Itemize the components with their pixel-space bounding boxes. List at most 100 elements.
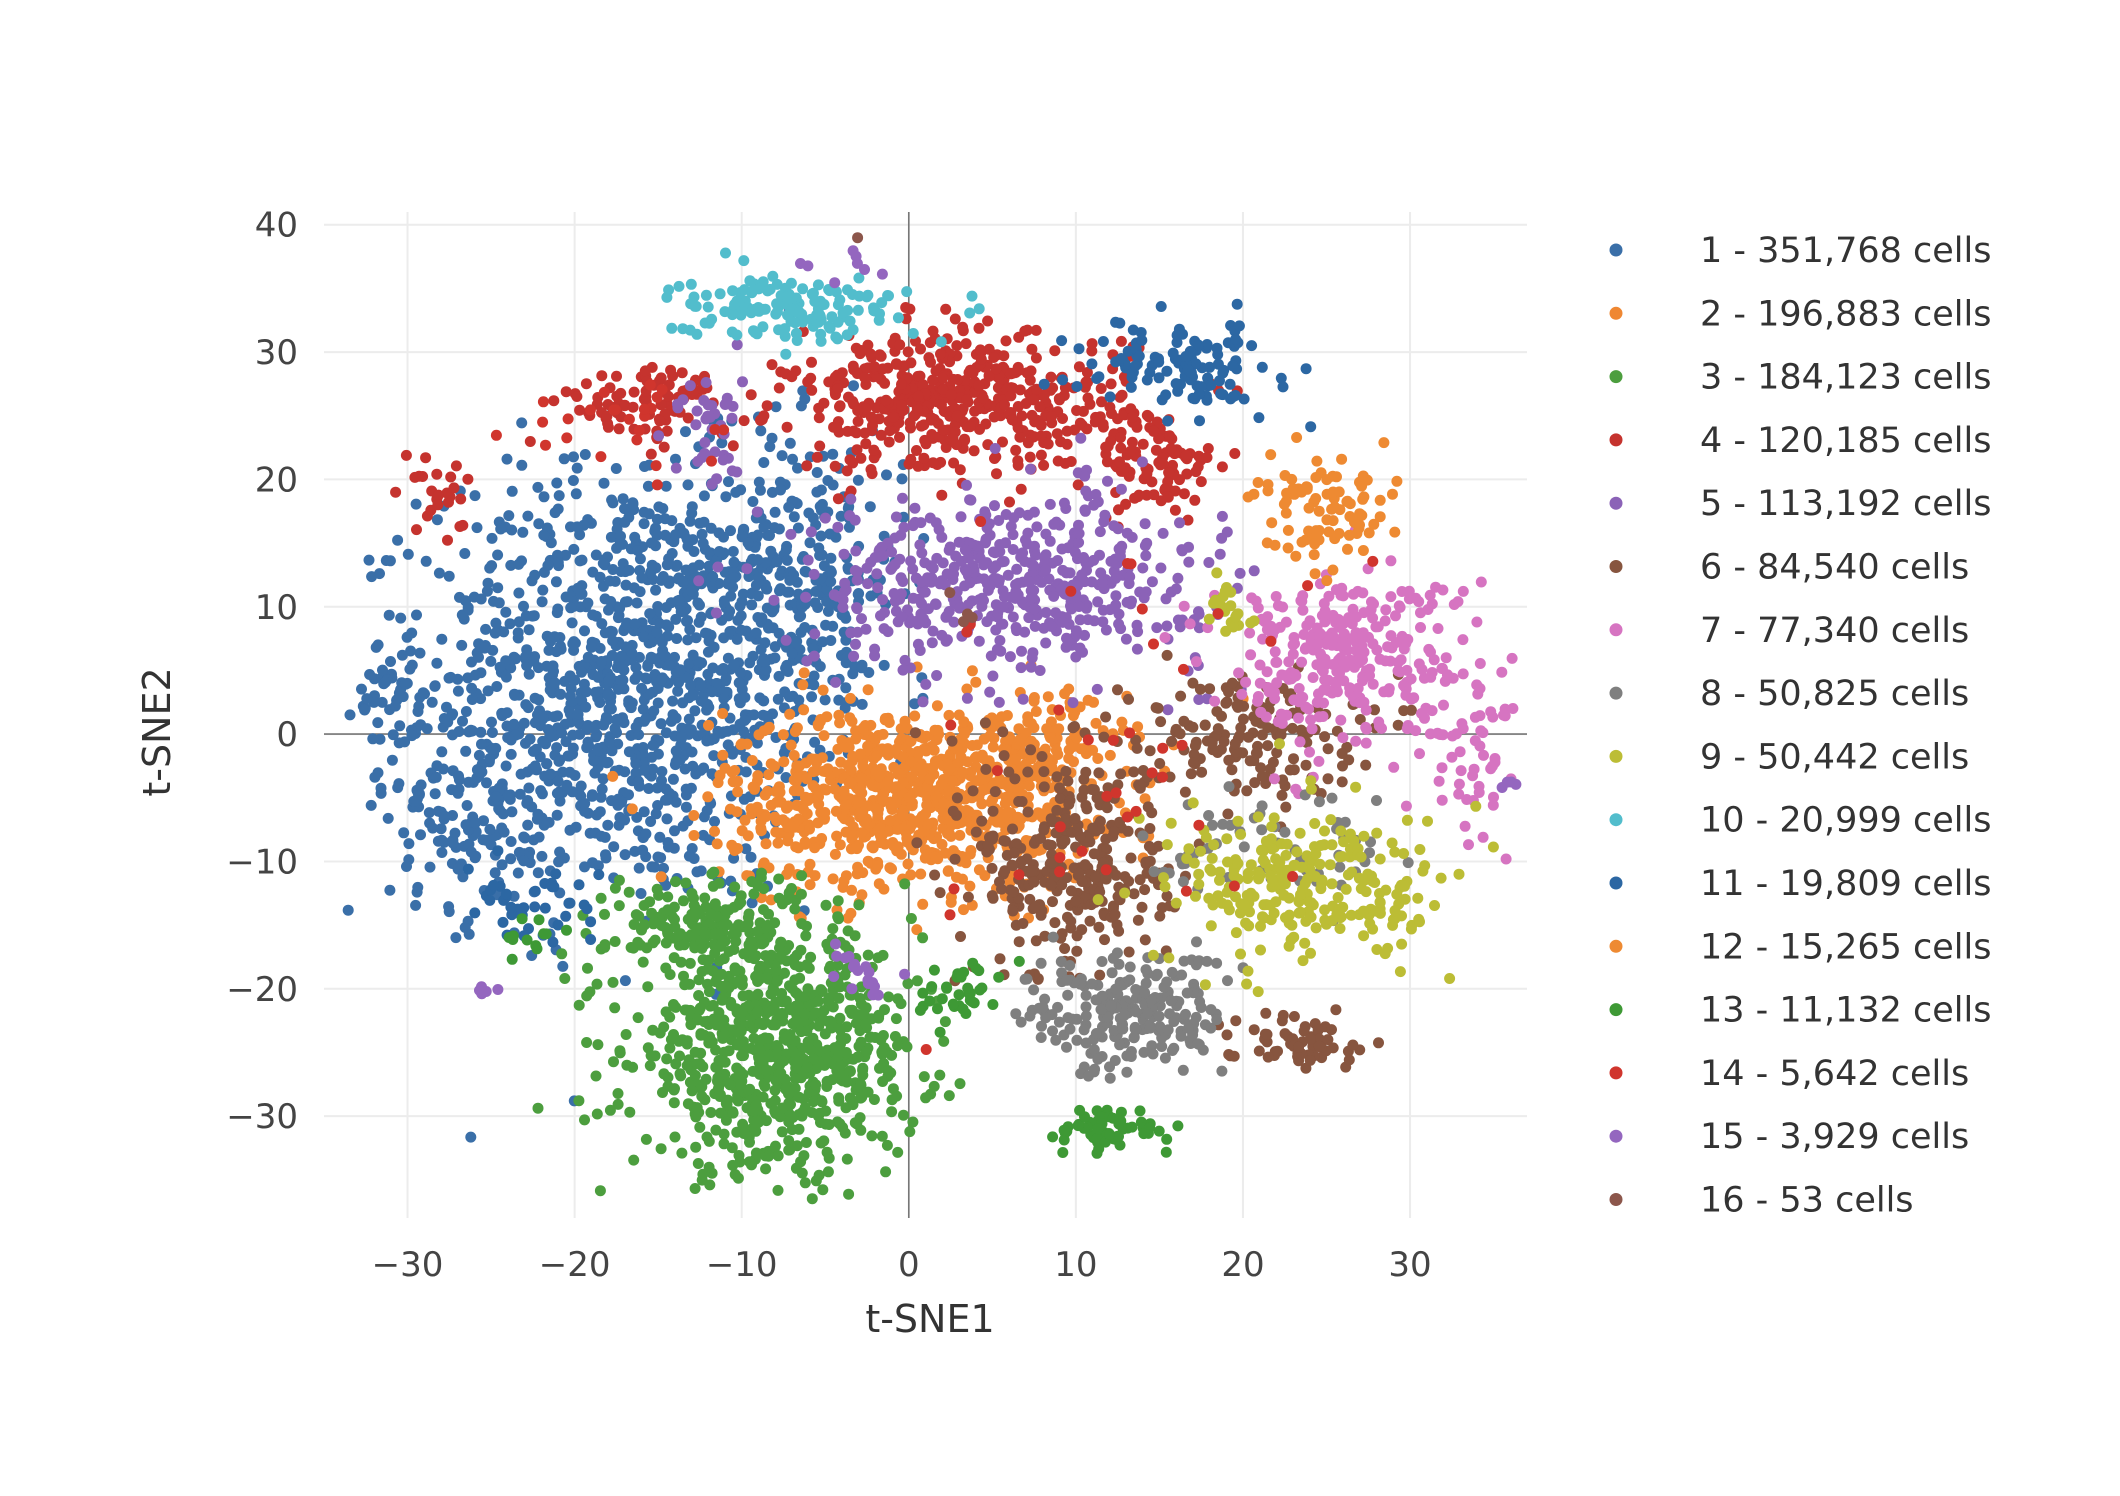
data-point	[813, 412, 825, 424]
data-point	[602, 819, 614, 831]
data-point	[755, 825, 767, 837]
data-point	[753, 476, 765, 488]
data-point	[699, 437, 711, 448]
data-point	[797, 385, 809, 397]
data-point	[804, 823, 815, 835]
data-point	[732, 1172, 744, 1184]
data-point	[755, 643, 767, 655]
data-point	[674, 664, 686, 676]
data-point	[555, 688, 567, 700]
data-point	[934, 887, 946, 899]
data-point	[1012, 455, 1024, 467]
data-point	[819, 512, 831, 524]
data-point	[811, 467, 823, 478]
data-point	[968, 445, 980, 457]
data-point	[737, 1118, 749, 1130]
data-point	[980, 535, 992, 547]
data-point	[704, 908, 716, 920]
data-point	[768, 594, 780, 606]
data-point	[485, 655, 497, 667]
data-point	[384, 884, 396, 896]
data-point	[954, 1078, 966, 1090]
data-point	[804, 879, 816, 891]
data-point	[716, 994, 728, 1006]
data-point	[758, 656, 770, 668]
data-point	[1073, 528, 1085, 539]
data-point	[815, 1117, 826, 1128]
data-point	[882, 1065, 894, 1076]
data-point	[426, 696, 438, 708]
data-point	[790, 841, 802, 853]
data-point	[662, 1071, 674, 1083]
data-point	[735, 1079, 746, 1091]
data-point	[447, 837, 459, 849]
data-point	[848, 425, 860, 437]
data-point	[834, 839, 846, 851]
data-point	[505, 836, 517, 847]
data-point	[484, 823, 496, 835]
data-point	[891, 358, 903, 370]
data-point	[1160, 593, 1172, 605]
data-point	[522, 702, 534, 714]
data-point	[456, 609, 468, 621]
data-point	[738, 415, 750, 427]
data-point	[629, 618, 641, 630]
data-point	[658, 1021, 670, 1033]
data-point	[846, 1004, 858, 1016]
data-point	[612, 1098, 624, 1110]
data-point	[516, 459, 528, 471]
data-point	[662, 904, 674, 916]
data-point	[610, 714, 622, 726]
data-point	[806, 1193, 818, 1205]
data-point	[536, 850, 548, 862]
data-point	[504, 618, 516, 630]
data-point	[904, 303, 916, 315]
data-point	[613, 683, 624, 695]
data-point	[769, 1084, 781, 1096]
data-point	[854, 1112, 866, 1124]
data-point	[981, 616, 993, 628]
data-point	[912, 390, 924, 402]
data-point	[554, 846, 566, 858]
data-point	[684, 957, 696, 969]
data-point	[698, 762, 710, 774]
data-point	[991, 468, 1002, 480]
data-point	[774, 476, 786, 488]
data-point	[671, 633, 683, 644]
data-point	[508, 718, 520, 730]
data-point	[918, 452, 930, 464]
data-point	[942, 865, 954, 877]
data-point	[687, 562, 699, 574]
data-point	[613, 900, 625, 912]
data-point	[988, 411, 1000, 423]
data-point	[725, 525, 736, 537]
data-point	[834, 717, 846, 729]
data-point	[752, 926, 763, 937]
data-point	[457, 715, 468, 727]
data-point	[931, 700, 943, 712]
data-point	[665, 364, 677, 376]
data-point	[493, 597, 505, 609]
data-point	[762, 723, 774, 735]
data-point	[978, 784, 990, 796]
data-point	[960, 338, 972, 350]
data-point	[459, 548, 471, 559]
data-point	[718, 1138, 730, 1150]
data-point	[703, 986, 715, 998]
data-point	[614, 1047, 626, 1059]
data-point	[670, 756, 682, 768]
data-point	[605, 703, 617, 715]
data-point	[935, 778, 947, 790]
data-point	[366, 571, 378, 583]
data-point	[897, 492, 908, 504]
data-point	[566, 786, 578, 798]
data-point	[1025, 463, 1036, 475]
data-point	[717, 454, 729, 466]
data-point	[1044, 498, 1056, 510]
data-point	[766, 359, 778, 371]
data-point	[542, 724, 554, 735]
data-point	[896, 473, 908, 485]
data-point	[819, 694, 831, 706]
data-point	[506, 524, 518, 536]
data-point	[1132, 721, 1144, 733]
